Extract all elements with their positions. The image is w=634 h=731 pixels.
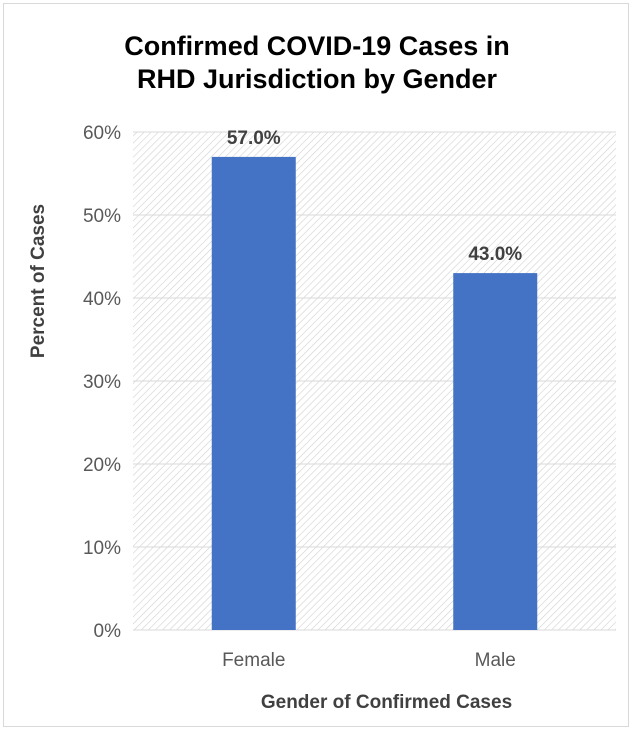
y-tick-label: 60%	[83, 123, 121, 144]
x-axis-label: Gender of Confirmed Cases	[261, 692, 512, 713]
y-tick-label: 40%	[83, 289, 121, 310]
data-label: 43.0%	[468, 244, 522, 265]
y-tick-label: 0%	[94, 621, 122, 642]
bar-male	[453, 273, 538, 630]
chart-title-line-1: Confirmed COVID-19 Cases in	[124, 31, 510, 61]
y-tick-label: 50%	[83, 206, 121, 227]
y-tick-label: 20%	[83, 455, 121, 476]
x-tick-label: Female	[222, 650, 285, 671]
x-tick-label: Male	[475, 650, 516, 671]
data-label: 57.0%	[227, 128, 281, 149]
x-axis-tick-labels: Female Male	[222, 650, 516, 671]
y-axis-tick-labels: 0% 10% 20% 30% 40% 50% 60%	[83, 123, 121, 642]
chart-title: Confirmed COVID-19 Cases in RHD Jurisdic…	[0, 30, 634, 96]
y-axis-label: Percent of Cases	[28, 204, 49, 358]
y-tick-label: 30%	[83, 372, 121, 393]
bars: 57.0% 43.0%	[211, 128, 538, 630]
bar-female	[211, 156, 296, 630]
chart-title-line-2: RHD Jurisdiction by Gender	[136, 64, 498, 94]
y-tick-label: 10%	[83, 538, 121, 559]
